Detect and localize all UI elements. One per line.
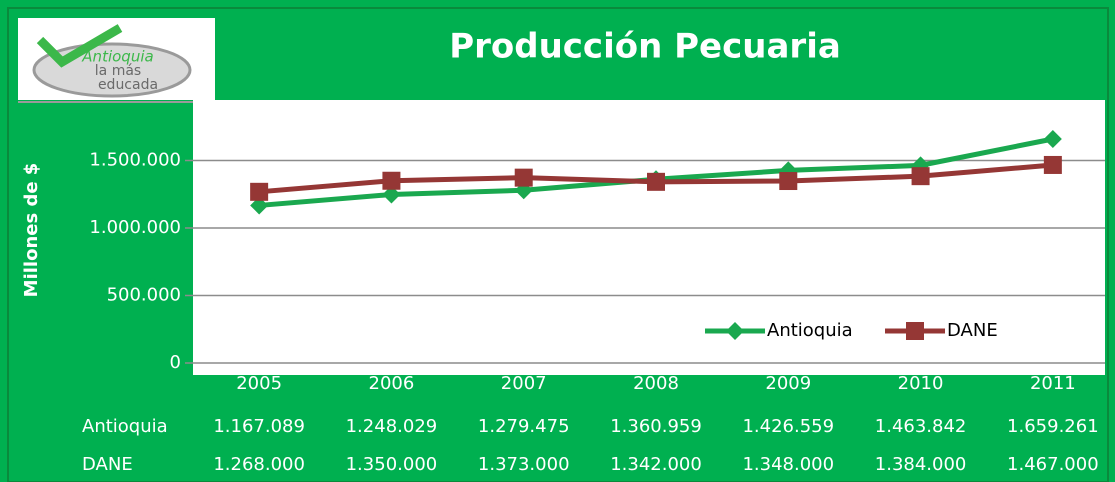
table-cell: 1.279.475	[478, 416, 570, 437]
marker	[911, 167, 930, 186]
y-axis-title: Millones de $	[21, 163, 42, 298]
legend-label: Antioquia	[767, 320, 853, 341]
table-cell: 1.360.959	[610, 416, 702, 437]
marker	[250, 196, 269, 215]
marker	[382, 185, 401, 204]
x-tick-label: 2005	[236, 373, 282, 394]
frame	[7, 7, 1109, 482]
table-cell: 1.373.000	[478, 454, 570, 475]
y-tick-label: 0	[170, 352, 181, 373]
table-cell: 1.350.000	[346, 454, 438, 475]
table-row-header: DANE	[82, 454, 133, 475]
marker	[1043, 155, 1062, 174]
logo-check	[36, 24, 123, 68]
marker	[906, 322, 924, 340]
marker	[1043, 129, 1062, 148]
y-tick-label: 500.000	[107, 285, 181, 306]
marker	[779, 172, 798, 191]
plot-area	[193, 100, 1105, 375]
x-tick-label: 2006	[369, 373, 415, 394]
table-cell: 1.348.000	[742, 454, 834, 475]
logo-text: Antioquia	[81, 48, 153, 66]
marker	[514, 168, 533, 187]
marker	[647, 172, 665, 191]
table-cell: 1.342.000	[610, 454, 702, 475]
x-tick-label: 2009	[765, 373, 811, 394]
x-tick-label: 2011	[1030, 373, 1076, 394]
table-cell: 1.167.089	[213, 416, 305, 437]
x-tick-label: 2007	[501, 373, 547, 394]
table-cell: 1.426.559	[742, 416, 834, 437]
x-tick-label: 2008	[633, 373, 679, 394]
table-row-header: Antioquia	[82, 416, 168, 437]
marker	[382, 171, 401, 190]
table-cell: 1.463.842	[875, 416, 967, 437]
logo-text: la más	[95, 63, 141, 79]
table-cell: 1.268.000	[213, 454, 305, 475]
marker	[726, 322, 744, 340]
y-tick-label: 1.500.000	[89, 150, 181, 171]
table-cell: 1.384.000	[875, 454, 967, 475]
y-tick-label: 1.000.000	[89, 217, 181, 238]
table-cell: 1.467.000	[1007, 454, 1099, 475]
chart-title: Producción Pecuaria	[449, 27, 841, 67]
logo-text: educada	[98, 77, 158, 93]
x-tick-label: 2010	[898, 373, 944, 394]
marker	[250, 182, 269, 201]
legend-label: DANE	[947, 320, 998, 341]
table-cell: 1.659.261	[1007, 416, 1099, 437]
table-cell: 1.248.029	[346, 416, 438, 437]
